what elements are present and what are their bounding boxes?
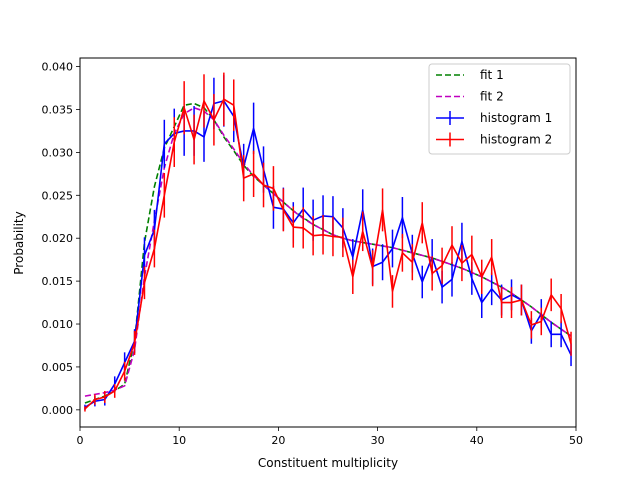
- y-tick-label: 0.025: [42, 189, 74, 202]
- x-axis: 0 10 20 30 40 50: [77, 427, 583, 447]
- legend-label: histogram 1: [480, 111, 552, 125]
- y-tick-label: 0.010: [42, 318, 74, 331]
- fit-curves: [84, 102, 572, 404]
- histogram-2-line: [84, 98, 572, 410]
- legend-entry-fit-2: fit 2: [436, 90, 504, 104]
- y-tick-label: 0.035: [42, 103, 74, 116]
- x-axis-label: Constituent multiplicity: [258, 456, 398, 470]
- histogram-series: [84, 72, 572, 412]
- x-tick-label: 40: [470, 434, 484, 447]
- y-tick-label: 0.015: [42, 275, 74, 288]
- legend-entry-histogram-2: histogram 2: [436, 132, 552, 147]
- y-tick-label: 0.040: [42, 61, 74, 74]
- x-tick-label: 30: [371, 434, 385, 447]
- y-axis-label: Probability: [12, 211, 26, 274]
- plot-frame: [79, 57, 577, 428]
- x-tick-label: 10: [172, 434, 186, 447]
- legend: fit 1 fit 2 histogram 1 histogram 2: [428, 63, 571, 155]
- legend-box: [428, 63, 571, 155]
- histogram-2-group: [84, 72, 572, 412]
- legend-entry-histogram-1: histogram 1: [436, 111, 552, 125]
- y-tick-label: 0.030: [42, 146, 74, 159]
- histogram-1-line: [84, 99, 572, 408]
- y-tick-label: 0.005: [42, 361, 74, 374]
- legend-label: fit 2: [480, 90, 504, 104]
- x-tick-label: 0: [77, 434, 84, 447]
- y-tick-label: 0.020: [42, 232, 74, 245]
- fit-2-line: [84, 106, 572, 397]
- legend-label: fit 1: [480, 68, 504, 82]
- x-tick-label: 20: [271, 434, 285, 447]
- legend-label: histogram 2: [480, 133, 552, 147]
- x-tick-label: 50: [569, 434, 583, 447]
- y-axis: 0.000 0.005 0.010 0.015 0.020 0.025 0.030 0.035…: [42, 61, 80, 417]
- legend-entry-fit-1: fit 1: [436, 68, 504, 82]
- y-tick-label: 0.000: [42, 404, 74, 417]
